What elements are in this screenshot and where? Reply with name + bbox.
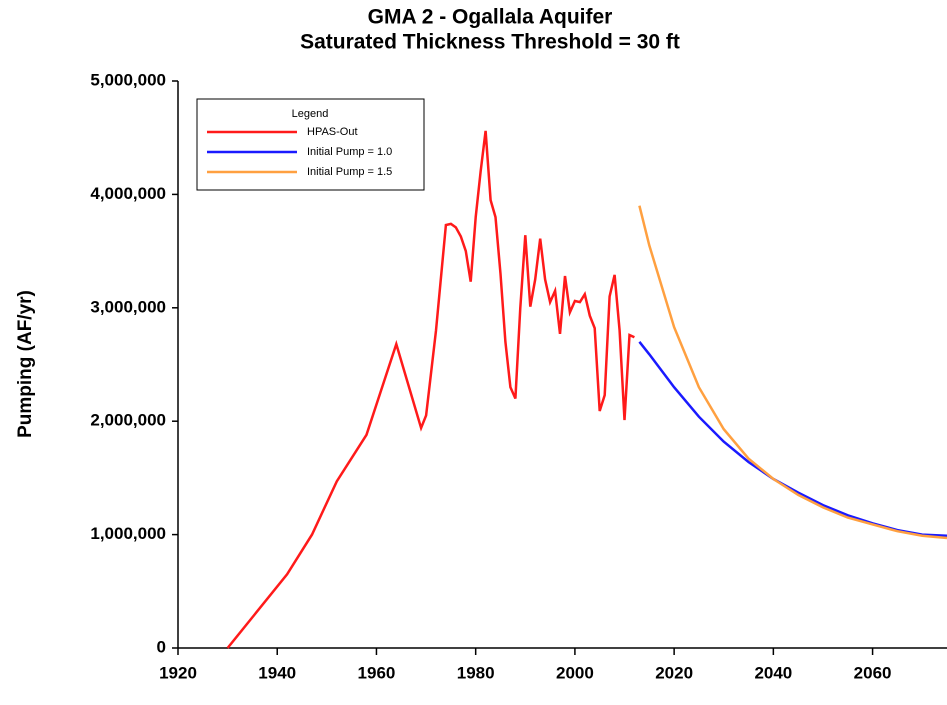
x-tick-label: 2060 (854, 663, 892, 682)
x-tick-label: 2020 (655, 663, 693, 682)
legend-title: Legend (292, 108, 329, 120)
x-tick-label: 1980 (457, 663, 495, 682)
y-tick-label: 2,000,000 (90, 411, 166, 430)
line-series (638, 205, 947, 540)
y-axis-label: Pumping (AF/yr) (15, 290, 36, 438)
y-tick-label: 1,000,000 (90, 524, 166, 543)
y-tick-label: 3,000,000 (90, 297, 166, 316)
line-series (226, 130, 635, 649)
legend-label: Initial Pump = 1.5 (307, 166, 392, 178)
line-series (638, 341, 947, 537)
chart-subtitle: Saturated Thickness Threshold = 30 ft (300, 31, 680, 54)
legend-label: Initial Pump = 1.0 (307, 146, 392, 158)
legend-label: HPAS-Out (307, 126, 358, 138)
legend-box (196, 98, 425, 191)
y-tick-label: 5,000,000 (90, 70, 166, 89)
x-tick-label: 2000 (556, 663, 594, 682)
chart-title: GMA 2 - Ogallala Aquifer (368, 6, 613, 29)
y-tick-label: 4,000,000 (90, 184, 166, 203)
y-tick-label: 0 (157, 637, 166, 656)
x-tick-label: 1920 (159, 663, 197, 682)
x-tick-label: 1940 (258, 663, 296, 682)
x-tick-label: 2040 (754, 663, 792, 682)
x-tick-label: 1960 (358, 663, 396, 682)
